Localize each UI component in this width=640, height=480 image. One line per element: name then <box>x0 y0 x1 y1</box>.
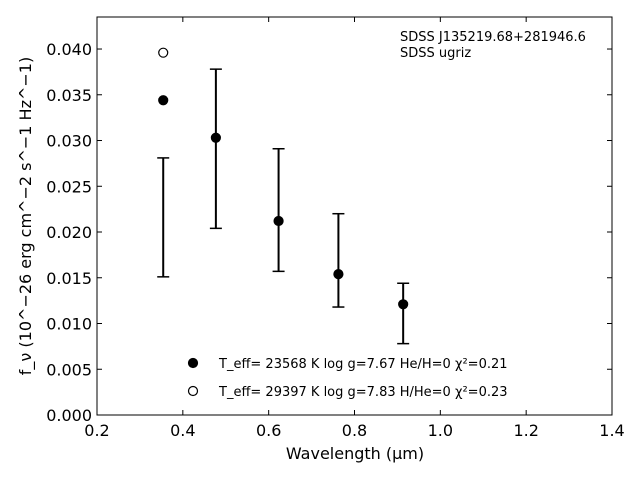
annotation-line-2: SDSS ugriz <box>400 46 471 61</box>
x-axis-label: Wavelength (μm) <box>286 444 424 463</box>
y-tick-label: 0.005 <box>46 360 92 379</box>
y-tick-label: 0.015 <box>46 269 92 288</box>
x-tick-label: 0.2 <box>84 421 109 440</box>
legend: T_eff= 23568 K log g=7.67 He/H=0 χ²=0.21… <box>187 357 508 400</box>
y-tick-label: 0.040 <box>46 40 92 59</box>
legend-label-2: T_eff= 29397 K log g=7.83 H/He=0 χ²=0.23 <box>218 385 508 400</box>
legend-label-1: T_eff= 23568 K log g=7.67 He/H=0 χ²=0.21 <box>218 357 508 372</box>
x-tick-label: 0.8 <box>342 421 367 440</box>
y-tick-label: 0.010 <box>46 315 92 334</box>
y-tick-label: 0.000 <box>46 406 92 425</box>
y-tick-label: 0.025 <box>46 177 92 196</box>
y-axis-label: f_ν (10^−26 erg cm^−2 s^−1 Hz^−1) <box>16 57 36 375</box>
y-tick-label: 0.035 <box>46 86 92 105</box>
y-tick-label: 0.020 <box>46 223 92 242</box>
y-axis: 0.000 0.005 0.010 0.015 0.020 0.025 0.030 0.035… <box>46 40 612 425</box>
legend-marker-filled <box>187 357 199 369</box>
x-tick-label: 1.0 <box>428 421 453 440</box>
x-tick-label: 1.4 <box>599 421 624 440</box>
data-points <box>158 47 409 310</box>
plot-frame <box>96 16 613 416</box>
y-tick-label: 0.030 <box>46 132 92 151</box>
model-point-filled <box>158 95 169 106</box>
legend-marker-open <box>187 385 199 397</box>
error-bars <box>157 68 410 345</box>
model-point-open <box>158 47 169 58</box>
model-point-filled <box>333 268 344 280</box>
model-point-filled <box>398 299 409 310</box>
x-axis: 0.2 0.4 0.6 0.8 1.0 1.2 1.4 <box>84 17 625 440</box>
x-tick-label: 1.2 <box>513 421 538 440</box>
annotation-line-1: SDSS J135219.68+281946.6 <box>400 30 586 45</box>
x-tick-label: 0.4 <box>170 421 195 440</box>
x-tick-label: 0.6 <box>256 421 281 440</box>
model-point-filled <box>210 132 221 143</box>
model-point-filled <box>273 215 284 227</box>
